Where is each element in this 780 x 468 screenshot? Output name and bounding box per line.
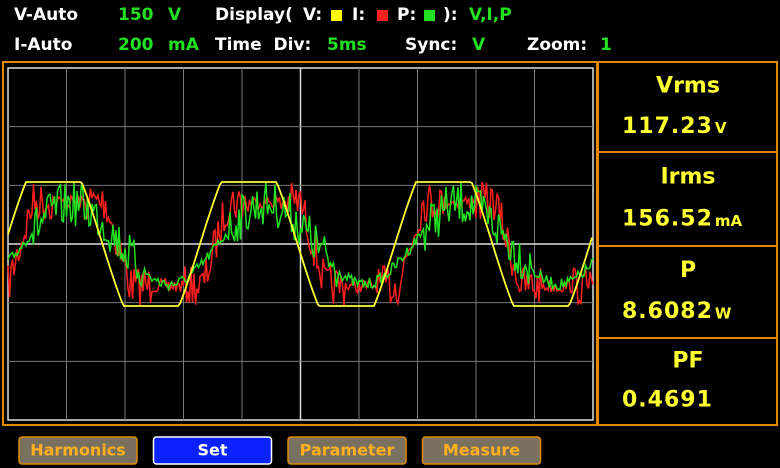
i-range: 200 <box>118 35 154 55</box>
display-close: ): <box>443 5 458 25</box>
reading-label: Irms <box>660 164 715 189</box>
button[interactable] <box>18 436 138 465</box>
button[interactable] <box>421 436 542 465</box>
reading-box <box>597 337 778 426</box>
button[interactable] <box>287 436 407 465</box>
p-swatch <box>424 10 435 21</box>
v-key: V: <box>303 5 322 25</box>
p-key: P: <box>397 5 416 25</box>
reading-value: 156.52 <box>622 207 713 232</box>
sync-value: V <box>472 35 486 55</box>
display-label: Display( <box>215 5 293 25</box>
reading-unit: W <box>715 305 732 323</box>
i-mode: I-Auto <box>14 35 72 55</box>
reading-box <box>597 151 778 247</box>
reading-box <box>597 245 778 339</box>
reading-label: Vrms <box>656 73 720 98</box>
time-div-label: Time Div: <box>215 35 311 55</box>
voltage-trace <box>7 181 593 307</box>
reading-unit: V <box>715 119 727 137</box>
reading-box <box>597 61 778 153</box>
current-trace <box>7 181 594 307</box>
zoom-label: Zoom: <box>527 35 587 55</box>
i-key: I: <box>352 5 365 25</box>
button-label[interactable]: Parameter <box>300 441 395 460</box>
zoom-value: 1 <box>600 35 612 55</box>
reading-unit: mA <box>715 212 743 230</box>
reading-value: 117.23 <box>622 114 713 139</box>
v-range: 150 <box>118 5 154 25</box>
button-label[interactable]: Measure <box>443 441 520 460</box>
i-swatch <box>377 10 388 21</box>
readings-panel: Vrms 117.23 V Irms 156.52 mA P 8.6082 W PF 0.4691 <box>597 61 778 426</box>
reading-label: PF <box>672 348 703 373</box>
power-trace <box>7 181 594 293</box>
v-mode: V-Auto <box>14 5 78 25</box>
waveforms <box>7 181 594 307</box>
button[interactable] <box>152 436 273 465</box>
button-label[interactable]: Set <box>197 441 227 460</box>
button-label[interactable]: Harmonics <box>30 441 126 460</box>
display-value: V,I,P <box>469 5 512 25</box>
reading-value: 8.6082 <box>622 299 713 324</box>
grid <box>8 68 593 420</box>
i-unit: mA <box>168 35 200 55</box>
v-swatch <box>331 10 342 21</box>
v-unit: V <box>168 5 182 25</box>
button-bar: Harmonics Set Parameter Measure <box>18 436 542 465</box>
reading-label: P <box>680 258 696 283</box>
sync-label: Sync: <box>405 35 457 55</box>
time-div-value: 5ms <box>327 35 367 55</box>
reading-value: 0.4691 <box>622 388 713 413</box>
